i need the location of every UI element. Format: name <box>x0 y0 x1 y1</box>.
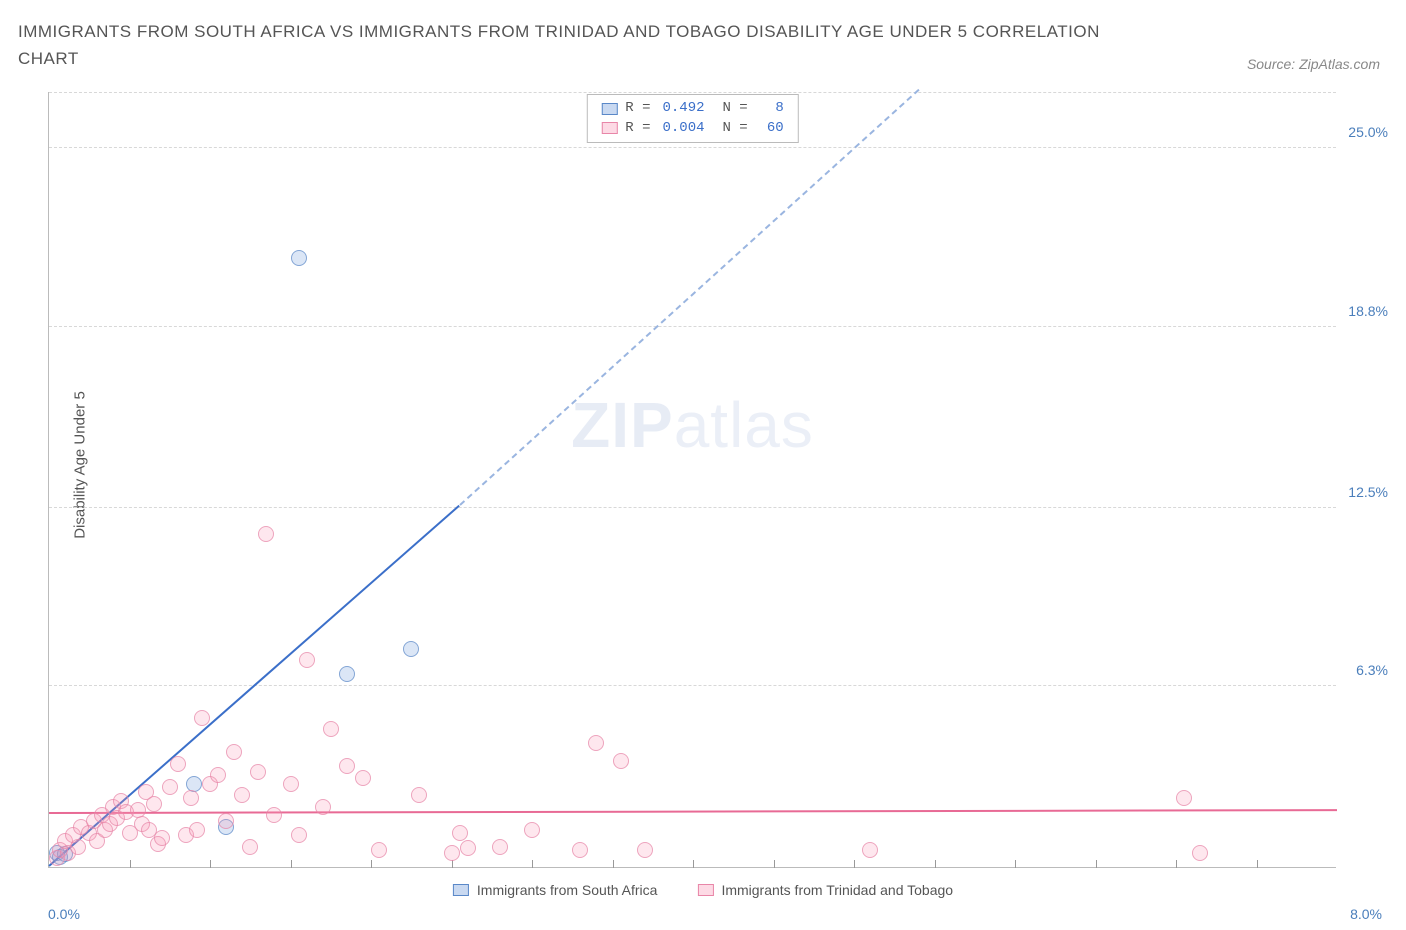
scatter-plot-area: ZIPatlas R =0.492N =8R =0.004N =60 6.3%1… <box>48 92 1336 868</box>
data-point <box>154 830 170 846</box>
data-point <box>411 787 427 803</box>
data-point <box>637 842 653 858</box>
legend-label: Immigrants from Trinidad and Tobago <box>721 882 953 898</box>
data-point <box>339 666 355 682</box>
stats-legend-row: R =0.492N =8 <box>601 99 783 119</box>
x-tick <box>452 860 453 868</box>
data-point <box>183 790 199 806</box>
y-tick-label: 25.0% <box>1348 124 1388 140</box>
data-point <box>258 526 274 542</box>
x-tick <box>1096 860 1097 868</box>
legend-swatch <box>601 122 617 134</box>
x-tick <box>130 860 131 868</box>
x-tick <box>371 860 372 868</box>
gridline <box>49 92 1336 93</box>
data-point <box>444 845 460 861</box>
data-point <box>170 756 186 772</box>
chart-title: IMMIGRANTS FROM SOUTH AFRICA VS IMMIGRAN… <box>18 18 1118 72</box>
data-point <box>452 825 468 841</box>
data-point <box>315 799 331 815</box>
data-point <box>250 764 266 780</box>
legend-item: Immigrants from South Africa <box>453 882 658 898</box>
legend-label: Immigrants from South Africa <box>477 882 658 898</box>
data-point <box>460 840 476 856</box>
x-tick <box>1257 860 1258 868</box>
data-point <box>226 744 242 760</box>
data-point <box>189 822 205 838</box>
y-tick-label: 18.8% <box>1348 303 1388 319</box>
trend-line <box>49 809 1337 814</box>
data-point <box>194 710 210 726</box>
data-point <box>588 735 604 751</box>
y-tick-label: 12.5% <box>1348 484 1388 500</box>
data-point <box>339 758 355 774</box>
gridline <box>49 685 1336 686</box>
legend-item: Immigrants from Trinidad and Tobago <box>697 882 953 898</box>
x-tick <box>210 860 211 868</box>
data-point <box>162 779 178 795</box>
x-tick <box>291 860 292 868</box>
trend-line <box>459 89 919 506</box>
data-point <box>492 839 508 855</box>
x-tick <box>854 860 855 868</box>
data-point <box>1176 790 1192 806</box>
data-point <box>371 842 387 858</box>
data-point <box>146 796 162 812</box>
data-point <box>234 787 250 803</box>
data-point <box>524 822 540 838</box>
data-point <box>613 753 629 769</box>
x-tick <box>1176 860 1177 868</box>
watermark: ZIPatlas <box>571 388 814 462</box>
x-tick <box>693 860 694 868</box>
data-point <box>291 827 307 843</box>
x-tick <box>774 860 775 868</box>
data-point <box>299 652 315 668</box>
data-point <box>862 842 878 858</box>
legend-swatch <box>453 884 469 896</box>
data-point <box>218 813 234 829</box>
x-tick <box>532 860 533 868</box>
stats-legend-row: R =0.004N =60 <box>601 119 783 139</box>
x-tick <box>935 860 936 868</box>
legend-swatch <box>601 103 617 115</box>
data-point <box>266 807 282 823</box>
legend-swatch <box>697 884 713 896</box>
source-attribution: Source: ZipAtlas.com <box>1247 56 1380 72</box>
data-point <box>291 250 307 266</box>
x-tick <box>1015 860 1016 868</box>
stats-legend: R =0.492N =8R =0.004N =60 <box>586 94 798 143</box>
x-axis-max-label: 8.0% <box>1350 906 1382 922</box>
gridline <box>49 147 1336 148</box>
gridline <box>49 507 1336 508</box>
data-point <box>283 776 299 792</box>
y-tick-label: 6.3% <box>1356 662 1388 678</box>
data-point <box>70 839 86 855</box>
data-point <box>572 842 588 858</box>
data-point <box>403 641 419 657</box>
x-axis-min-label: 0.0% <box>48 906 80 922</box>
data-point <box>242 839 258 855</box>
data-point <box>1192 845 1208 861</box>
x-tick <box>613 860 614 868</box>
gridline <box>49 326 1336 327</box>
data-point <box>323 721 339 737</box>
series-legend: Immigrants from South Africa Immigrants f… <box>453 882 953 898</box>
data-point <box>210 767 226 783</box>
data-point <box>355 770 371 786</box>
